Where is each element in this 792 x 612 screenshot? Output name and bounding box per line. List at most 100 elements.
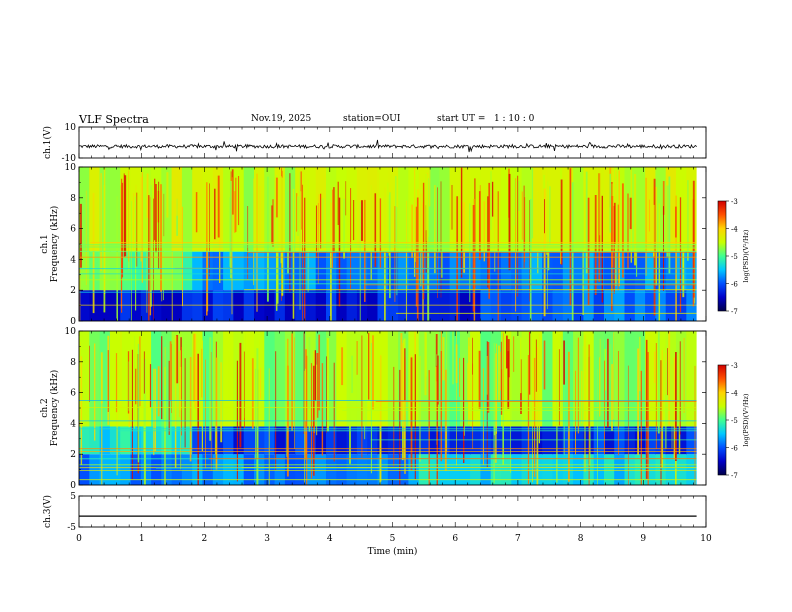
psd-cell	[676, 251, 687, 291]
y-tick-label: 2	[70, 286, 76, 296]
psd-cell	[243, 426, 255, 455]
psd-cell	[429, 331, 440, 427]
x-tick-label: 7	[515, 534, 521, 544]
psd-cell	[377, 251, 389, 291]
psd-cell	[109, 331, 121, 427]
psd-cell	[151, 251, 162, 291]
date-label: Nov.19, 2025	[251, 114, 312, 124]
psd-cell	[356, 251, 368, 291]
channel-label: ch.2	[40, 398, 50, 417]
psd-cell	[418, 426, 430, 455]
psd-cell	[439, 454, 451, 485]
psd-cell	[439, 167, 451, 252]
psd-cell	[212, 426, 224, 455]
psd-cell	[161, 251, 173, 291]
psd-cell	[171, 251, 183, 291]
psd-cell	[377, 331, 389, 427]
psd-cell	[665, 290, 677, 321]
psd-cell	[367, 454, 379, 485]
colorbar-tick-label: -5	[731, 253, 738, 261]
psd-cell	[161, 426, 173, 455]
psd-cell	[243, 251, 255, 291]
psd-cell	[264, 251, 276, 291]
psd-cell	[521, 290, 533, 321]
psd-cell	[614, 331, 626, 427]
psd-cell	[686, 331, 698, 427]
psd-cell	[79, 167, 90, 252]
psd-cell	[686, 167, 698, 252]
psd-cell	[459, 331, 471, 427]
y-tick-label: 4	[70, 419, 76, 429]
colorbar-tick-label: -3	[731, 362, 738, 370]
psd-cell	[593, 426, 605, 455]
psd-cell	[387, 290, 399, 321]
psd-cell	[459, 251, 471, 291]
psd-cell	[604, 167, 615, 252]
psd-cell	[398, 167, 409, 252]
psd-cell	[408, 251, 420, 291]
x-tick-label: 1	[139, 534, 145, 544]
psd-cell	[480, 426, 492, 455]
psd-cell	[655, 167, 667, 252]
psd-cell	[387, 331, 399, 427]
psd-cell	[398, 251, 409, 291]
psd-cell	[140, 290, 152, 321]
x-tick-label: 8	[578, 534, 584, 544]
psd-cell	[604, 290, 615, 321]
psd-cell	[274, 331, 286, 427]
y-tick-label: 10	[65, 327, 77, 337]
psd-cell	[686, 426, 698, 455]
frequency-axis-label: Frequency (kHz)	[49, 370, 60, 447]
psd-cell	[140, 251, 152, 291]
psd-cell	[634, 251, 646, 291]
psd-cell	[79, 426, 90, 455]
psd-cell	[501, 426, 512, 455]
psd-cell	[645, 331, 656, 427]
psd-cell	[439, 331, 451, 427]
psd-cell	[264, 426, 276, 455]
psd-cell	[562, 290, 574, 321]
psd-cell	[480, 331, 492, 427]
x-tick-label: 6	[452, 534, 458, 544]
psd-cell	[130, 426, 142, 455]
psd-cell	[295, 426, 307, 455]
psd-cell	[429, 290, 440, 321]
x-tick-label: 10	[700, 534, 712, 544]
psd-cell	[573, 251, 584, 291]
psd-cell	[552, 290, 564, 321]
psd-cell	[202, 454, 214, 485]
psd-cell	[604, 331, 615, 427]
psd-cell	[243, 167, 255, 252]
colorbar-tick-label: -5	[731, 417, 738, 425]
psd-cell	[356, 454, 368, 485]
psd-cell	[511, 251, 523, 291]
spectrogram-2	[79, 167, 706, 321]
psd-cell	[398, 454, 409, 485]
psd-cell	[305, 251, 317, 291]
psd-cell	[295, 454, 307, 485]
psd-cell	[346, 426, 358, 455]
psd-cell	[305, 290, 317, 321]
psd-cell	[552, 454, 564, 485]
psd-cell	[501, 167, 512, 252]
psd-cell	[449, 331, 461, 427]
waveform-axis-label: ch.3(V)	[42, 495, 53, 528]
psd-cell	[233, 251, 245, 291]
psd-cell	[408, 426, 420, 455]
y-tick-label: 5	[70, 492, 76, 502]
psd-cell	[686, 251, 698, 291]
psd-cell	[315, 426, 327, 455]
psd-cell	[326, 426, 337, 455]
psd-cell	[408, 167, 420, 252]
psd-cell	[192, 290, 204, 321]
colorbar-2	[717, 200, 727, 312]
psd-cell	[99, 331, 111, 427]
psd-cell	[676, 290, 687, 321]
psd-cell	[254, 251, 265, 291]
psd-cell	[521, 426, 533, 455]
psd-cell	[223, 426, 234, 455]
psd-cell	[490, 167, 502, 252]
psd-cell	[377, 454, 389, 485]
psd-cell	[140, 331, 152, 427]
